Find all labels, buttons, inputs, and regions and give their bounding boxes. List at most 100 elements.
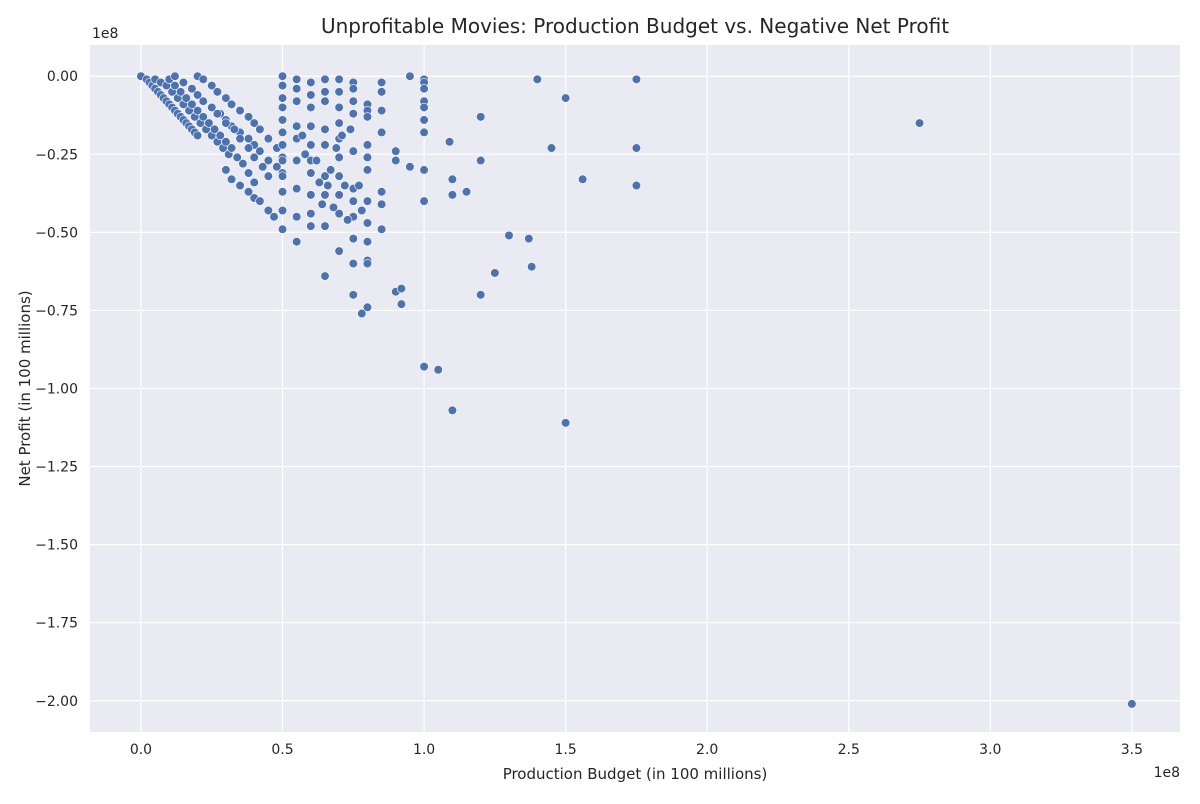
y-tick-label: −1.25 — [35, 460, 78, 476]
data-point — [292, 74, 302, 84]
x-tick-label: 0.0 — [130, 742, 152, 758]
data-point — [221, 137, 231, 147]
data-point — [334, 74, 344, 84]
data-point — [362, 112, 373, 122]
data-point — [357, 308, 367, 319]
data-point — [362, 140, 373, 150]
data-point — [348, 146, 358, 156]
data-point — [235, 180, 245, 191]
data-point — [348, 258, 358, 269]
data-point — [306, 121, 316, 131]
data-point — [277, 187, 288, 197]
x-tick-label: 0.5 — [271, 742, 293, 758]
data-point — [419, 165, 429, 175]
data-point — [476, 112, 486, 122]
data-point — [249, 118, 259, 128]
data-point — [345, 124, 356, 134]
data-point — [314, 177, 324, 187]
chart-title: Unprofitable Movies: Production Budget v… — [321, 14, 949, 38]
data-point — [631, 180, 642, 191]
data-point — [362, 152, 373, 163]
data-point — [396, 283, 407, 294]
data-point — [277, 71, 288, 81]
data-point — [232, 152, 242, 163]
data-point — [334, 190, 344, 200]
x-tick-label: 1.5 — [555, 742, 577, 758]
x-tick-label: 2.0 — [696, 742, 718, 758]
data-point — [277, 127, 288, 138]
data-point — [377, 224, 387, 234]
data-point — [476, 155, 486, 166]
data-point — [362, 165, 373, 175]
data-point — [419, 196, 429, 206]
data-point — [546, 143, 557, 153]
data-point — [377, 77, 387, 88]
data-point — [561, 93, 571, 103]
y-axis-offset-label: 1e8 — [92, 26, 118, 42]
data-point — [447, 405, 457, 415]
data-point — [377, 199, 387, 209]
data-point — [444, 137, 455, 147]
data-point — [320, 221, 330, 231]
y-tick-label: −1.75 — [35, 616, 78, 632]
data-point — [209, 124, 220, 134]
data-point — [362, 258, 373, 269]
data-point — [226, 174, 237, 184]
data-point — [348, 96, 358, 106]
data-point — [328, 202, 339, 212]
data-points — [136, 71, 1137, 709]
data-point — [396, 299, 407, 309]
data-point — [405, 71, 415, 81]
x-tick-label: 1.0 — [413, 742, 435, 758]
data-point — [476, 290, 486, 300]
gridlines — [90, 45, 1180, 732]
data-point — [170, 80, 180, 91]
data-point — [362, 196, 373, 206]
data-point — [207, 102, 217, 113]
data-point — [340, 180, 350, 191]
data-point — [235, 105, 245, 116]
data-point — [433, 365, 443, 375]
x-tick-label: 2.5 — [838, 742, 860, 758]
data-point — [377, 105, 387, 116]
data-point — [263, 155, 273, 166]
data-point — [170, 71, 180, 81]
data-point — [277, 140, 288, 150]
data-point — [419, 102, 429, 113]
data-point — [249, 152, 259, 163]
data-point — [255, 124, 265, 134]
data-point — [292, 184, 302, 194]
data-point — [292, 237, 302, 247]
data-point — [207, 80, 217, 91]
data-point — [258, 162, 268, 172]
y-tick-label: −1.50 — [35, 538, 78, 554]
data-point — [243, 143, 254, 153]
tick-labels: 0.0 0.5 1.0 1.5 2.0 2.5 3.0 3.5 0.00 −0.25 −0.50 −0… — [35, 69, 1143, 758]
data-point — [311, 155, 322, 166]
data-point — [277, 102, 288, 113]
data-point — [320, 96, 330, 106]
y-tick-label: −1.00 — [35, 382, 78, 398]
data-point — [320, 87, 330, 97]
data-point — [306, 90, 316, 100]
data-point — [272, 162, 282, 172]
data-point — [391, 155, 401, 166]
data-point — [357, 205, 367, 216]
data-point — [212, 87, 223, 97]
data-point — [277, 93, 288, 103]
data-point — [198, 74, 208, 84]
data-point — [362, 218, 373, 228]
data-point — [204, 118, 214, 128]
data-point — [235, 134, 245, 144]
data-point — [221, 93, 231, 103]
data-point — [292, 84, 302, 94]
data-point — [175, 87, 186, 97]
data-point — [337, 130, 347, 141]
data-point — [343, 215, 353, 225]
data-point — [317, 199, 327, 209]
data-point — [320, 190, 330, 200]
data-point — [334, 87, 344, 97]
data-point — [354, 180, 364, 191]
